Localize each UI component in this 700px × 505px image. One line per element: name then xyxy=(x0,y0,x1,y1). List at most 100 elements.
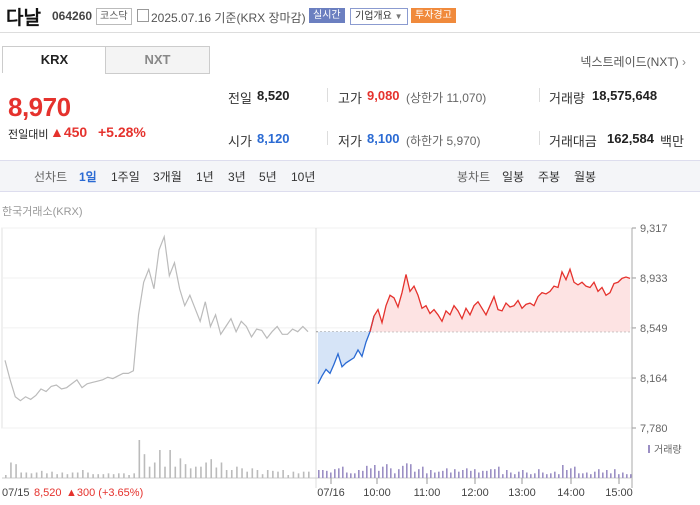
x-tick-label: 13:00 xyxy=(508,487,536,499)
high-value: 9,080 xyxy=(367,88,400,103)
company-overview-dropdown[interactable]: 기업개요 ▼ xyxy=(350,8,408,25)
volume-bar xyxy=(526,472,528,478)
volume-bar xyxy=(350,473,352,478)
volume-bar xyxy=(334,469,336,478)
candle-monthly[interactable]: 월봉 xyxy=(574,170,597,184)
volume-bar xyxy=(10,462,12,478)
volume-bar xyxy=(354,473,356,478)
volume-bar xyxy=(15,464,17,478)
volume-bar xyxy=(220,462,223,478)
x-tick-label: 10:00 xyxy=(363,487,391,499)
x-tick-label: 14:00 xyxy=(557,487,585,499)
volume-bar xyxy=(92,474,94,478)
volume-bar xyxy=(382,466,384,478)
volume-bar xyxy=(418,469,420,478)
down-area xyxy=(318,316,374,384)
volume-bar xyxy=(133,473,135,478)
volume-bar xyxy=(402,465,404,478)
period-1y[interactable]: 1년 xyxy=(196,170,214,184)
volume-bar xyxy=(538,469,540,478)
y-tick-label: 8,933 xyxy=(640,273,668,285)
volume-bar xyxy=(308,471,310,478)
volume-bar xyxy=(297,473,300,478)
volume-bar xyxy=(225,470,228,478)
low-value: 8,100 xyxy=(367,131,400,146)
volume-bar xyxy=(205,462,207,478)
prev-close-value: 8,520 xyxy=(257,88,290,103)
period-3y[interactable]: 3년 xyxy=(228,170,246,184)
candle-weekly[interactable]: 주봉 xyxy=(538,170,561,184)
volume-bar xyxy=(326,470,328,478)
base-date: 2025.07.16 기준(KRX 장마감) xyxy=(151,11,306,25)
volume-bar xyxy=(148,466,151,478)
today-up-line xyxy=(369,267,631,332)
x-tick-label: 11:00 xyxy=(414,487,441,499)
line-chart-label: 선차트 xyxy=(34,170,68,184)
stock-name: 다날 xyxy=(6,8,41,29)
volume-bar xyxy=(189,468,192,478)
period-1d[interactable]: 1일 xyxy=(79,170,97,184)
volume-bar xyxy=(40,470,43,478)
candle-daily[interactable]: 일봉 xyxy=(502,170,525,184)
volume-bar xyxy=(458,471,460,478)
period-3m[interactable]: 3개월 xyxy=(153,170,182,184)
volume-bar xyxy=(630,474,632,478)
volume-bar xyxy=(71,472,74,478)
volume-bar xyxy=(230,470,233,478)
volume-bar xyxy=(626,474,628,478)
tab-nxt[interactable]: NXT xyxy=(105,46,210,74)
volume-bar xyxy=(614,469,616,478)
x-tick-label: 15:00 xyxy=(605,487,633,499)
volume-bar xyxy=(46,473,48,478)
period-5y[interactable]: 5년 xyxy=(259,170,277,184)
candle-chart-label: 봉차트 xyxy=(457,170,491,184)
volume-bar xyxy=(236,466,238,478)
volume-bar xyxy=(318,470,320,478)
chevron-down-icon: ▼ xyxy=(394,12,403,21)
y-tick-label: 7,780 xyxy=(640,423,668,435)
volume-bar xyxy=(510,472,512,478)
volume-bar xyxy=(117,473,120,478)
volume-bar xyxy=(574,466,576,478)
volume-bar xyxy=(362,470,364,478)
volume-bar xyxy=(450,472,452,478)
tab-krx[interactable]: KRX xyxy=(2,46,107,73)
volume-bar xyxy=(506,470,508,478)
prev-day-line xyxy=(4,234,309,402)
nxt-link[interactable]: 넥스트레이드(NXT) › xyxy=(580,53,686,70)
volume-bar xyxy=(462,470,464,478)
prev-day-change: ▲300 (+3.65%) xyxy=(66,487,143,499)
volume-bar xyxy=(398,469,400,478)
volume-bar xyxy=(215,467,218,478)
volume-bar xyxy=(282,470,284,478)
stat-divider xyxy=(539,131,540,145)
volume-bar xyxy=(562,465,564,478)
volume-value: 18,575,648 xyxy=(592,88,658,103)
volume-bar xyxy=(338,468,340,478)
stat-divider xyxy=(327,88,328,102)
volume-bar xyxy=(482,470,484,478)
high-label: 고가 xyxy=(338,91,362,106)
volume-bar xyxy=(386,464,388,478)
volume-bar xyxy=(256,470,259,478)
volume-bar xyxy=(622,472,624,478)
volume-bar xyxy=(277,471,279,478)
current-price: 8,970 xyxy=(8,92,71,122)
volume-bar xyxy=(414,471,416,478)
volume-bar xyxy=(358,470,360,478)
period-1w[interactable]: 1주일 xyxy=(111,170,140,184)
volume-bar xyxy=(502,474,504,478)
volume-bar xyxy=(618,474,620,478)
stat-divider xyxy=(539,88,540,102)
volume-bar xyxy=(61,472,64,478)
volume-bar xyxy=(123,473,125,478)
market-tag: 코스닥 xyxy=(96,8,132,25)
volume-bar xyxy=(374,465,376,478)
period-10y[interactable]: 10년 xyxy=(291,170,316,184)
volume-bar xyxy=(330,472,332,478)
volume-bar xyxy=(112,474,115,478)
realtime-button[interactable]: 실시간 xyxy=(309,8,345,23)
volume-bar xyxy=(210,459,213,478)
volume-bar xyxy=(292,471,295,478)
